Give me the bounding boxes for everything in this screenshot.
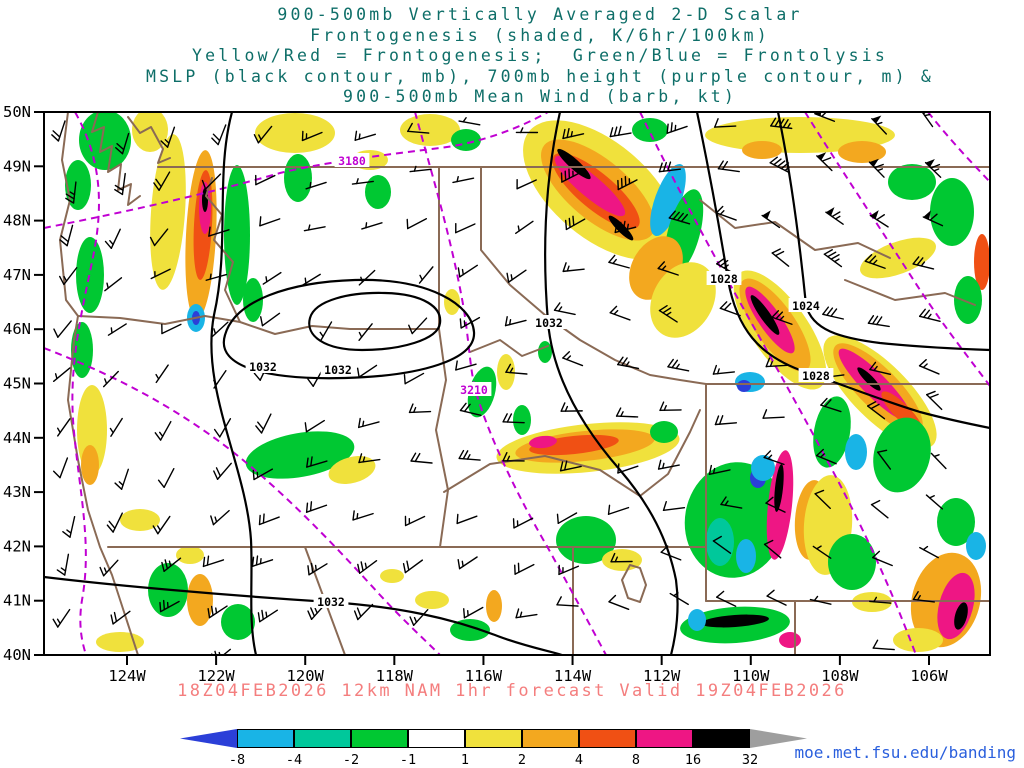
lat-label: 48N (3, 212, 31, 230)
contour-label-1032: 1032 (317, 595, 345, 609)
colorbar-cell-green (351, 729, 408, 748)
height-contour (639, 112, 917, 655)
colorbar-cell-magenta (636, 729, 693, 748)
colorbar-cell-orange (522, 729, 579, 748)
mslp-contour (776, 112, 990, 352)
mslp-contour (210, 112, 258, 655)
contour-label-1032: 1032 (249, 360, 277, 374)
contour-label-1024: 1024 (792, 299, 820, 313)
lat-label: 43N (3, 483, 31, 501)
lon-label: 108W (821, 667, 859, 685)
colorbar-tick-label: -2 (342, 752, 360, 768)
lon-label: 106W (910, 667, 948, 685)
bc-coast-squiggle (127, 116, 171, 164)
colorbar-tick-label: -8 (228, 752, 246, 768)
mslp-contour (695, 112, 990, 430)
lon-label: 118W (376, 667, 414, 685)
mt-river-1 (699, 199, 891, 259)
height-contour (71, 112, 100, 655)
lon-label: 112W (643, 667, 681, 685)
colorbar-tick-label: -1 (399, 752, 417, 768)
colorbar-cell-redorange (579, 729, 636, 748)
height-contour (414, 112, 607, 655)
colorbar-tick-label: 2 (517, 752, 527, 768)
frontogenesis-shading (65, 112, 990, 652)
lat-label: 42N (3, 537, 31, 555)
colorbar-tick-label: 8 (631, 752, 641, 768)
colorbar-tick-label: 1 (460, 752, 470, 768)
id-mt-border (480, 166, 707, 385)
contour-label-3180: 3180 (338, 154, 366, 168)
contour-label-3210: 3210 (460, 383, 488, 397)
title-line-4: MSLP (black contour, mb), 700mb height (… (145, 66, 935, 86)
lon-label: 122W (197, 667, 235, 685)
colorbar-tick-label: 32 (741, 752, 759, 768)
mslp-contour (222, 278, 476, 380)
lat-label: 49N (3, 157, 31, 175)
lon-label: 124W (108, 667, 146, 685)
colorbar-cell-cyan (237, 729, 294, 748)
colorbar-cell-teal (294, 729, 351, 748)
colorbar-tick-label: -4 (285, 752, 303, 768)
colorbar-cell-blue (180, 729, 237, 748)
title-line-1: 900-500mb Vertically Averaged 2-D Scalar (277, 5, 803, 24)
lat-label: 44N (3, 429, 31, 447)
great-salt-lake (621, 564, 647, 603)
contour-label-1032: 1032 (324, 363, 352, 377)
mslp-contour (544, 112, 679, 655)
title-line-3: Yellow/Red = Frontogenesis; Green/Blue =… (191, 46, 889, 65)
lat-label: 47N (3, 266, 31, 284)
state-borders (59, 112, 990, 655)
validity-caption: 18Z04FEB2026 12km NAM 1hr forecast Valid… (177, 681, 847, 701)
mslp-contours (44, 112, 990, 655)
colorbar-cell-white (408, 729, 465, 748)
lon-label: 114W (554, 667, 592, 685)
lat-label: 50N (3, 103, 31, 121)
colorbar-cell-yellow (465, 729, 522, 748)
lat-label: 41N (3, 592, 31, 610)
lat-label: 40N (3, 646, 31, 664)
source-link[interactable]: moe.met.fsu.edu/banding (794, 743, 1016, 762)
height-contour (804, 112, 990, 387)
height-contour (44, 347, 441, 655)
mt-river-2 (844, 279, 976, 306)
colorbar-tick-label: 4 (574, 752, 584, 768)
mslp-contour (308, 291, 442, 352)
lat-label: 46N (3, 320, 31, 338)
contour-label-1028: 1028 (710, 272, 738, 286)
chart-title: 900-500mb Vertically Averaged 2-D Scalar… (56, 5, 1024, 108)
pacific-coastline (59, 112, 139, 655)
lat-label: 45N (3, 375, 31, 393)
columbia-river-upper (205, 177, 241, 323)
contour-labels: 3180 3210 1032 1032 1032 1028 1024 1028 1032 (245, 153, 834, 609)
salmon-river (469, 339, 549, 357)
contour-label-1028: 1028 (802, 369, 830, 383)
colorbar-tick-label: 16 (684, 752, 702, 768)
lon-label: 116W (465, 667, 503, 685)
height-contours (44, 112, 990, 655)
title-line-5: 900-500mb Mean Wind (barb, kt) (342, 87, 737, 106)
lon-label: 120W (287, 667, 325, 685)
snake-river (443, 409, 701, 497)
colorbar: -8 -4 -2 -1 1 2 4 8 16 32 (180, 729, 807, 768)
mslp-contour (44, 575, 563, 655)
height-contour (927, 112, 990, 183)
lon-label: 110W (732, 667, 770, 685)
columbia-river-border (77, 315, 440, 335)
contour-label-1032: 1032 (535, 316, 563, 330)
map-axes: 50N 49N 48N 47N 46N 45N 44N 43N 42N 41N 40N 124W 122… (3, 103, 948, 685)
title-line-2: Frontogenesis (shaded, K/6hr/100km) (310, 25, 770, 45)
colorbar-cell-black (693, 729, 750, 748)
puget-sound (91, 112, 141, 206)
